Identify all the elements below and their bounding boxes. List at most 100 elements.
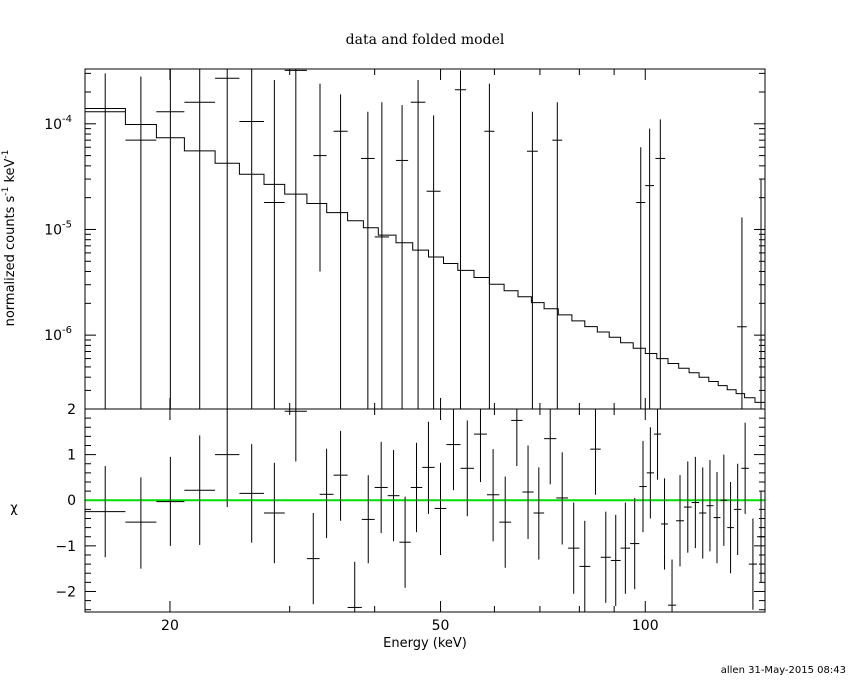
footer-stamp: allen 31-May-2015 08:43 [721,665,846,676]
residual-point [579,520,591,612]
x-tick-label: 20 [161,618,179,634]
residual-point [533,467,545,560]
tick-base: 10 [44,222,62,238]
residual-point [434,462,447,555]
bottom-y-axis-label: χ [10,501,18,516]
bottom-y-tick-label: 0 [67,493,76,509]
top-y-axis-label-sup2: -1 [1,150,11,159]
top-panel-frame [84,68,766,410]
data-point [552,102,563,409]
bottom-panel-frame [84,408,766,613]
folded-model-curve [85,108,765,403]
data-point [655,119,666,409]
data-point [374,102,390,409]
residual-point [446,409,461,491]
residual-point [156,456,185,546]
tick-base: 10 [44,117,62,133]
top-y-axis-label: normalized counts s-1 keV-1 [1,150,18,327]
data-point [396,105,409,409]
top-panel-data-points [85,69,765,409]
residual-point [215,409,240,508]
bottom-y-tick-label: 2 [67,402,76,418]
residual-point [399,496,411,588]
bottom-y-tick-label: −1 [55,539,76,555]
tick-exponent: -5 [62,219,72,230]
residual-point [639,440,647,533]
data-point [85,73,126,409]
data-point [313,83,327,272]
data-point [239,69,265,409]
tick-base: 10 [44,328,62,344]
data-point [426,115,441,409]
residual-point [85,466,126,558]
data-point [410,79,426,409]
residual-point [184,435,216,545]
data-point [156,69,185,409]
top-y-tick-label: 10-4 [44,114,72,133]
residual-point [667,559,677,612]
residual-point [706,460,714,552]
top-y-tick-label: 10-6 [44,325,72,344]
data-point [526,111,538,409]
residual-point [568,502,580,594]
model-step-line [85,108,765,403]
residual-point [374,441,388,534]
data-point [264,79,285,409]
residual-point [499,476,512,568]
residual-point [600,511,611,603]
residual-point [511,409,523,467]
data-point [737,217,747,409]
data-point [184,69,216,409]
residual-point [410,442,423,533]
top-y-tick-label: 10-5 [44,219,72,238]
top-y-axis-label-sup1: -1 [1,187,11,196]
residual-data-points [85,409,765,612]
residual-point [683,461,692,553]
residual-point [486,449,500,542]
data-point [636,147,646,409]
x-axis-label: Energy (keV) [383,636,467,651]
top-panel-axes [85,69,765,410]
residual-point [741,422,749,514]
residual-point [522,445,534,540]
chart-title: data and folded model [346,32,505,48]
residual-point [474,409,487,482]
residual-point [661,478,668,570]
residual-point [319,448,334,539]
data-point [645,128,654,409]
residual-point [757,491,765,583]
residual-point [646,427,654,519]
data-point [484,83,495,409]
x-tick-label: 50 [432,618,450,634]
residual-point [748,518,758,610]
residual-point [733,463,742,555]
data-point [757,179,765,409]
residual-point [556,452,569,545]
bottom-panel-axes [85,408,765,612]
residual-point [699,467,707,559]
top-y-axis-label-unit: keV [3,158,18,186]
residual-point [676,475,684,567]
residual-point [284,409,307,462]
residual-point [610,514,621,607]
data-point [215,69,240,409]
residual-point [422,421,435,514]
bottom-y-tick-label: 1 [67,448,76,464]
top-y-tick-labels: 10-410-510-6 [44,114,72,344]
residual-point [691,456,700,549]
tick-exponent: -6 [62,325,72,336]
residual-point [544,409,557,485]
residual-point [239,444,265,543]
residual-point [125,477,157,569]
residual-point [620,502,631,594]
residual-point [387,450,400,542]
residual-point [460,420,475,517]
data-point [284,69,307,409]
x-tick-labels: 20 50 100 [161,618,659,634]
bottom-y-tick-labels: −2 −1 0 1 2 [55,402,76,600]
residual-point [361,475,375,564]
residual-point [713,471,721,564]
top-y-axis-label-main: normalized counts s [3,195,18,326]
residual-point [347,561,362,612]
